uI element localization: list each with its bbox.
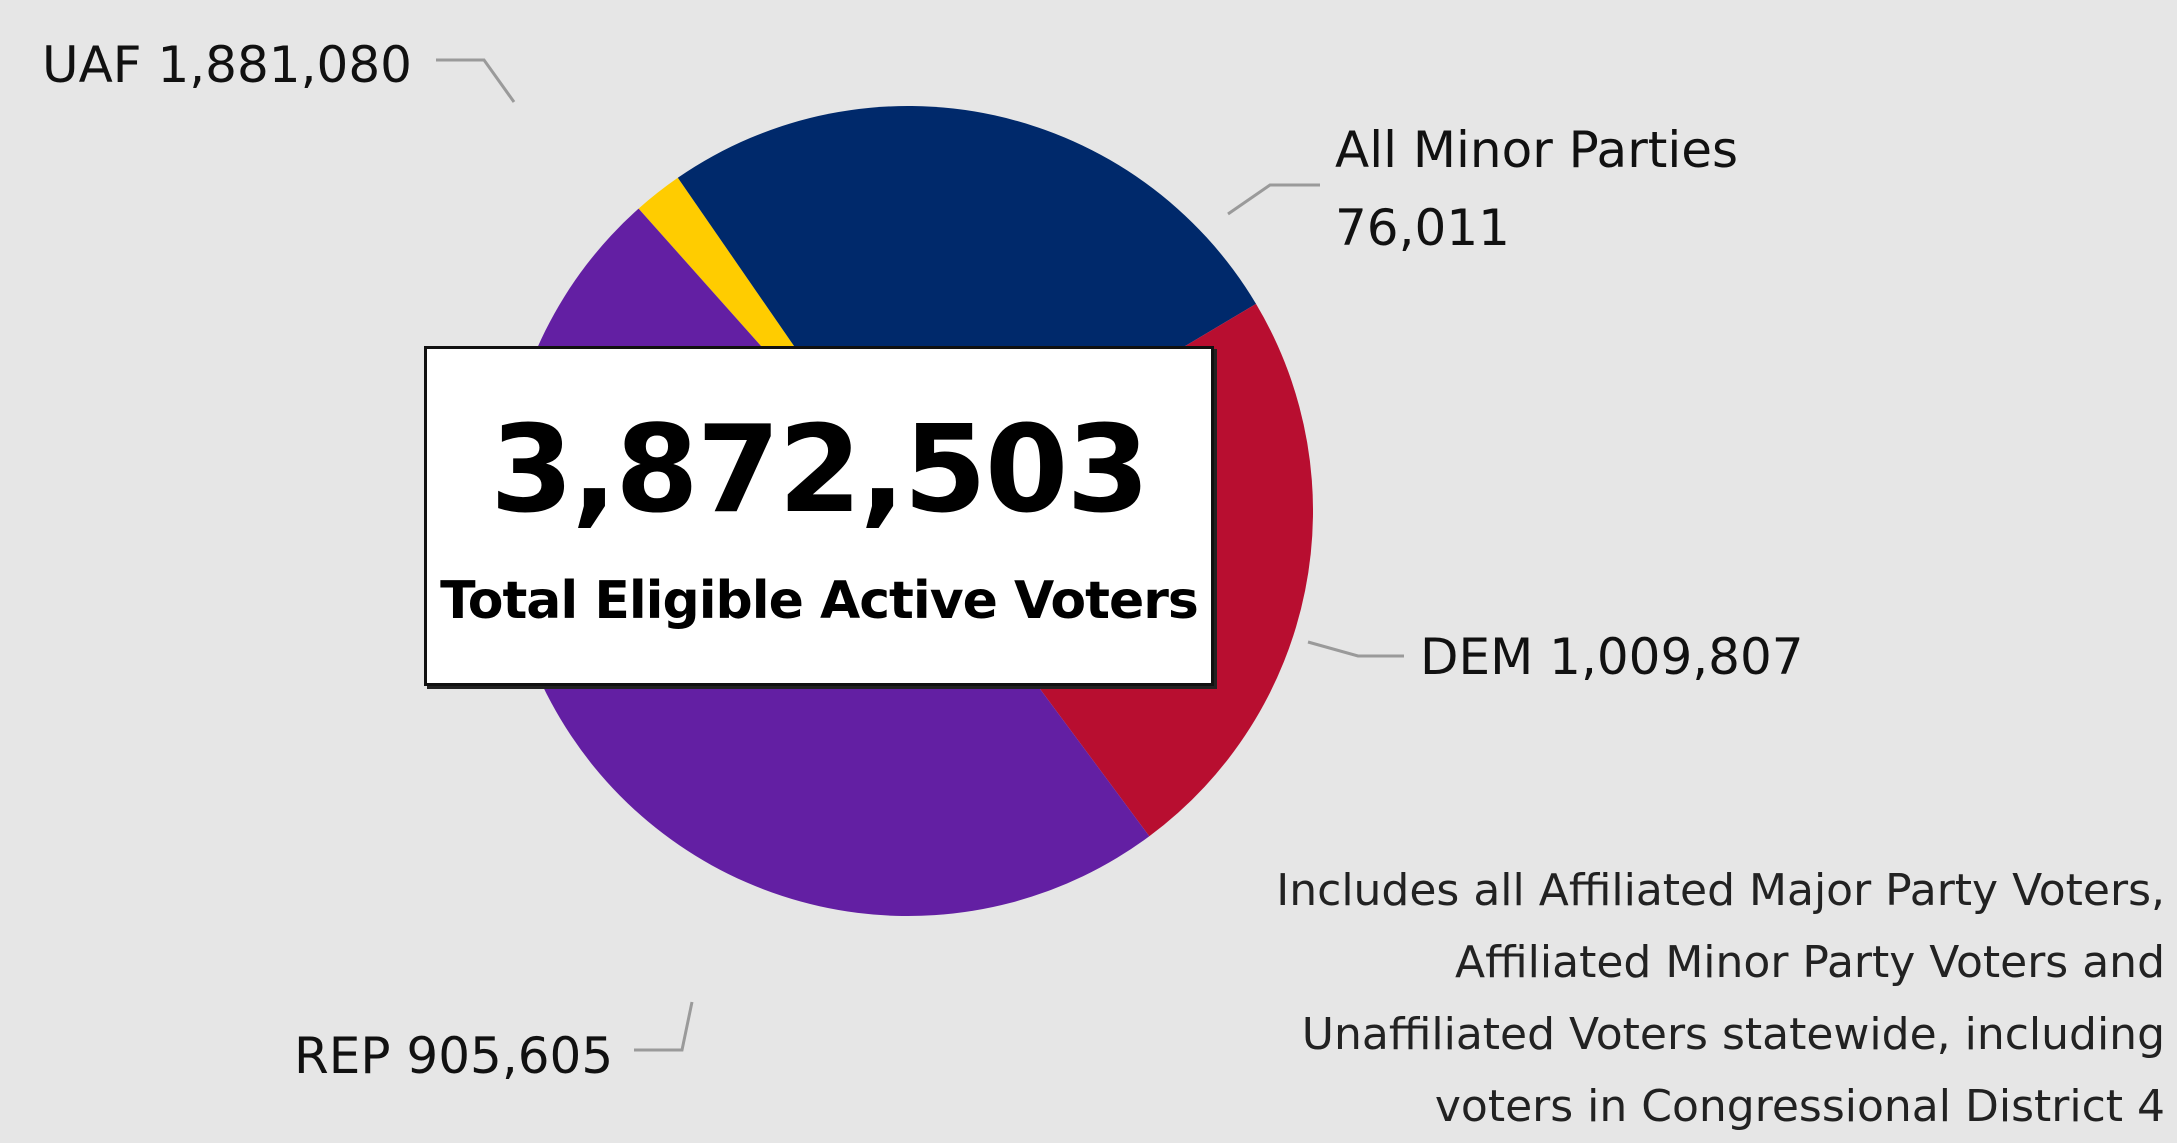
footnote: Includes all Affiliated Major Party Vote… xyxy=(1235,855,2165,1143)
label-rep-name: REP xyxy=(294,1027,390,1085)
label-minor-name: All Minor Parties xyxy=(1335,121,1738,179)
footnote-line-3: Unaffiliated Voters statewide, including xyxy=(1301,1009,2165,1060)
footnote-line-1: Includes all Affiliated Major Party Vote… xyxy=(1276,865,2165,916)
pie-slice-dem xyxy=(677,106,1257,511)
total-voters-caption: Total Eligible Active Voters xyxy=(440,571,1199,631)
label-uaf-value: 1,881,080 xyxy=(157,36,411,94)
label-uaf: UAF 1,881,080 xyxy=(42,36,412,94)
label-dem-name: DEM xyxy=(1420,628,1533,686)
total-voters-value: 3,872,503 xyxy=(490,401,1150,540)
footnote-line-4: voters in Congressional District 4 xyxy=(1434,1081,2165,1132)
label-dem-value: 1,009,807 xyxy=(1549,628,1803,686)
label-minor-value: 76,011 xyxy=(1335,199,1510,257)
label-dem: DEM 1,009,807 xyxy=(1420,628,1804,686)
label-rep: REP 905,605 xyxy=(294,1027,613,1085)
leader-line-rep xyxy=(634,1001,694,1052)
leader-line-uaf xyxy=(436,58,516,103)
leader-line-dem xyxy=(1307,640,1404,658)
leader-line-minor xyxy=(1227,183,1320,216)
total-voters-box: 3,872,503 Total Eligible Active Voters xyxy=(424,346,1214,686)
label-uaf-name: UAF xyxy=(42,36,142,94)
label-rep-value: 905,605 xyxy=(406,1027,613,1085)
footnote-line-2: Affiliated Minor Party Voters and xyxy=(1455,937,2165,988)
